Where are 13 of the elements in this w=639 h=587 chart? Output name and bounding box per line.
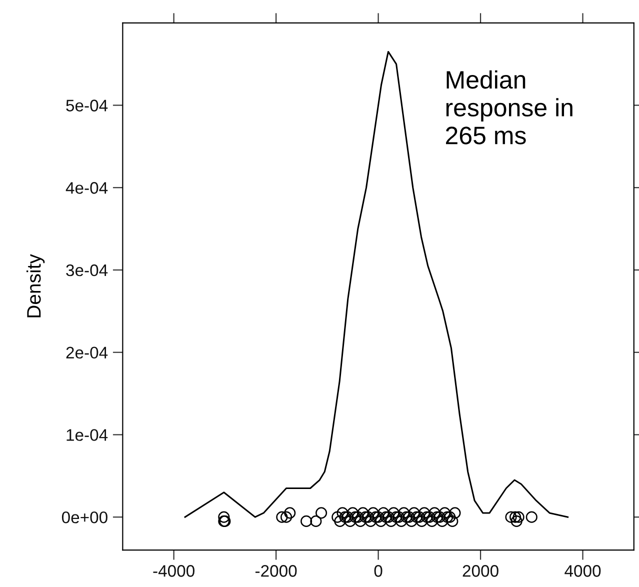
y-tick-label: 5e-04 <box>66 100 108 112</box>
y-axis-title: Density <box>26 254 45 318</box>
x-tick-label: 0 <box>374 565 382 577</box>
y-tick-label: 4e-04 <box>66 182 108 194</box>
x-tick-label: -4000 <box>153 565 194 577</box>
y-tick-label: 3e-04 <box>66 264 108 276</box>
x-tick-label: 2000 <box>462 565 498 577</box>
y-tick-label: 2e-04 <box>66 346 108 359</box>
y-tick-label: 1e-04 <box>66 429 108 441</box>
annotation: Median response in 265 ms <box>446 70 572 144</box>
x-tick-label: -2000 <box>255 565 297 577</box>
y-tick-label: 0e+00 <box>62 511 108 524</box>
x-tick-label: 4000 <box>564 565 601 577</box>
